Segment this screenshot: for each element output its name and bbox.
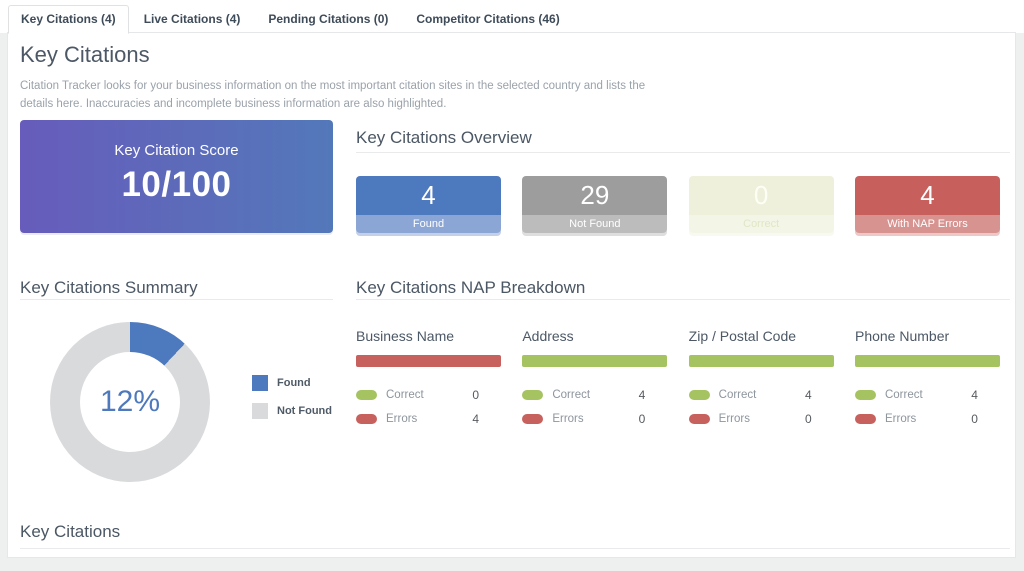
- errors-row-label: Errors: [884, 413, 917, 425]
- correct-pill-icon: [688, 390, 710, 400]
- nap-errors-count: 4: [854, 176, 1000, 215]
- errors-row-label: Errors: [386, 413, 418, 425]
- donut-percentage: 12%: [99, 385, 161, 418]
- summary-legend: Found Not Found: [252, 375, 332, 431]
- correct-row: Correct 4: [688, 388, 834, 402]
- bottom-section-title: Key Citations: [20, 522, 121, 541]
- content-panel: [7, 32, 1016, 558]
- tab-competitor-citations[interactable]: Competitor Citations (46): [416, 12, 560, 26]
- errors-row-value: 0: [638, 412, 646, 426]
- correct-row-value: 4: [971, 388, 978, 402]
- page-description: Citation Tracker looks for your business…: [20, 80, 646, 111]
- found-label: Found: [356, 215, 501, 233]
- errors-pill-icon: [688, 414, 710, 424]
- summary-section-title: Key Citations Summary: [20, 278, 198, 297]
- summary-divider: [20, 299, 333, 300]
- errors-row: Errors 0: [854, 412, 1000, 426]
- errors-row: Errors 4: [356, 412, 501, 426]
- not-found-label: Not Found: [522, 215, 668, 233]
- status-bar: [854, 355, 1000, 367]
- tab-pending-citations[interactable]: Pending Citations (0): [268, 12, 389, 26]
- correct-row-value: 4: [804, 388, 812, 402]
- overview-card-found: 4 Found: [356, 176, 501, 233]
- citation-tabs: Key Citations (4) Live Citations (4) Pen…: [8, 5, 575, 34]
- bottom-divider: [20, 548, 1010, 549]
- nap-column-phone: Phone Number Correct 4 Errors 0: [854, 328, 1000, 436]
- overview-section-title: Key Citations Overview: [356, 128, 532, 147]
- errors-row-value: 4: [472, 412, 479, 426]
- found-count: 4: [356, 176, 501, 215]
- nap-breakdown-columns: Business Name Correct 0 Errors 4 Address…: [356, 328, 1000, 436]
- score-card-value: 10/100: [121, 165, 232, 204]
- overview-card-correct: 0 Correct: [688, 176, 834, 233]
- correct-pill-icon: [854, 390, 876, 400]
- tab-live-citations[interactable]: Live Citations (4): [143, 12, 241, 26]
- status-bar: [522, 355, 668, 367]
- tab-key-citations[interactable]: Key Citations (4): [8, 5, 129, 34]
- legend-not-found-label: Not Found: [277, 405, 332, 417]
- nap-column-title: Zip / Postal Code: [688, 328, 797, 344]
- nap-column-title: Address: [522, 328, 574, 344]
- correct-row-value: 4: [638, 388, 646, 402]
- page-title: Key Citations: [20, 42, 150, 67]
- overview-card-nap-errors: 4 With NAP Errors: [854, 176, 1000, 233]
- correct-row: Correct 0: [356, 388, 501, 402]
- nap-column-address: Address Correct 4 Errors 0: [522, 328, 668, 436]
- correct-count: 0: [688, 176, 834, 215]
- page-margin-right: [1016, 33, 1024, 571]
- donut-hole: 12%: [80, 352, 180, 452]
- legend-item-not-found: Not Found: [252, 403, 332, 419]
- summary-donut-chart: 12%: [50, 322, 210, 482]
- errors-pill-icon: [356, 414, 377, 424]
- correct-row: Correct 4: [854, 388, 1000, 402]
- errors-row-value: 0: [971, 412, 978, 426]
- nap-column-title: Business Name: [356, 328, 455, 344]
- status-bar: [688, 355, 834, 367]
- status-bar: [356, 355, 501, 367]
- errors-row-label: Errors: [552, 413, 584, 425]
- correct-row-label: Correct: [552, 389, 591, 401]
- nap-column-business-name: Business Name Correct 0 Errors 4: [356, 328, 501, 436]
- legend-item-found: Found: [252, 375, 332, 391]
- nap-column-zip: Zip / Postal Code Correct 4 Errors 0: [688, 328, 834, 436]
- nap-errors-label: With NAP Errors: [854, 215, 1000, 233]
- errors-row-label: Errors: [718, 413, 750, 425]
- nap-column-title: Phone Number: [854, 328, 950, 344]
- errors-row: Errors 0: [688, 412, 834, 426]
- legend-found-label: Found: [277, 377, 311, 389]
- score-card-label: Key Citation Score: [114, 142, 239, 159]
- errors-pill-icon: [522, 414, 544, 424]
- errors-pill-icon: [854, 414, 876, 424]
- nap-section-title: Key Citations NAP Breakdown: [356, 278, 586, 297]
- correct-row-label: Correct: [386, 389, 424, 401]
- page-margin-left: [0, 33, 7, 571]
- errors-row-value: 0: [804, 412, 812, 426]
- overview-card-not-found: 29 Not Found: [522, 176, 668, 233]
- found-swatch-icon: [252, 375, 268, 391]
- correct-pill-icon: [522, 390, 544, 400]
- errors-row: Errors 0: [522, 412, 667, 426]
- correct-pill-icon: [356, 390, 377, 400]
- correct-row-label: Correct: [884, 389, 923, 401]
- page-margin-bottom: [0, 558, 1024, 571]
- nap-divider: [356, 299, 1010, 300]
- correct-row-value: 0: [472, 388, 479, 402]
- key-citation-score-card: Key Citation Score 10/100: [20, 120, 333, 233]
- not-found-swatch-icon: [252, 403, 268, 419]
- correct-label: Correct: [688, 215, 834, 233]
- overview-cards: 4 Found 29 Not Found 0 Correct 4 With NA…: [356, 176, 1000, 233]
- not-found-count: 29: [522, 176, 668, 215]
- overview-divider: [356, 152, 1010, 153]
- correct-row-label: Correct: [718, 389, 757, 401]
- correct-row: Correct 4: [522, 388, 667, 402]
